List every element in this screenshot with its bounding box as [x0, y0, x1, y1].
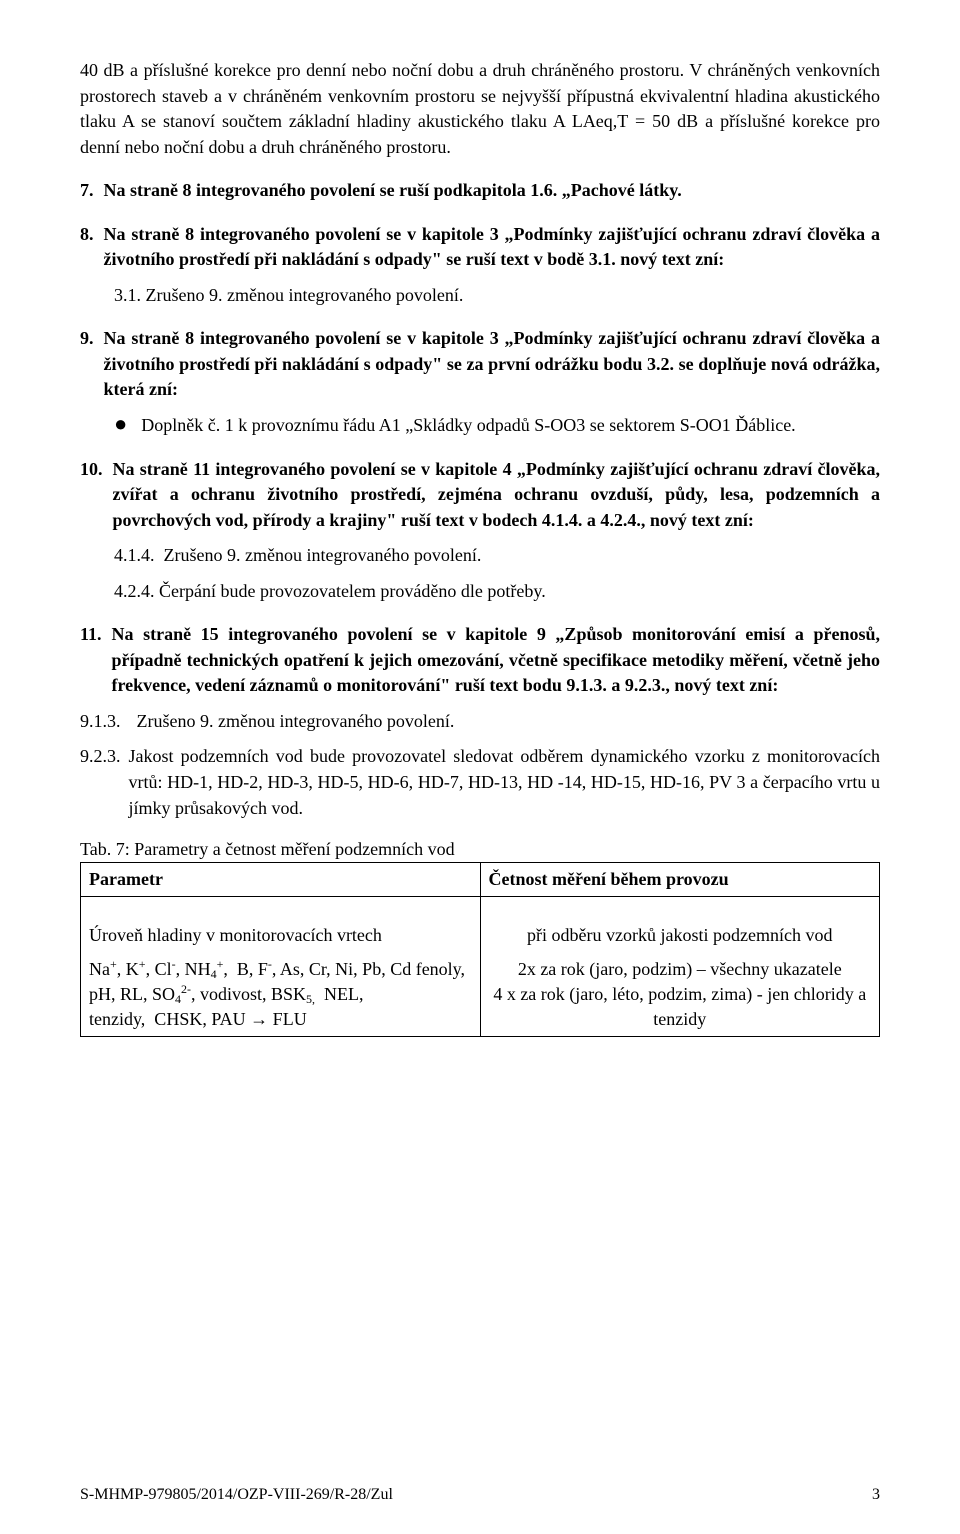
item-8-sub-num: 3.1.	[114, 285, 141, 305]
item-11-sub-1: 9.1.3. Zrušeno 9. změnou integrovaného p…	[80, 709, 880, 735]
item-10-sub-2: 4.2.4. Čerpání bude provozovatelem prová…	[114, 579, 880, 605]
item-10-number: 10.	[80, 457, 103, 483]
item-11-text: Na straně 15 integrovaného povolení se v…	[112, 622, 880, 699]
item-9: 9. Na straně 8 integrovaného povolení se…	[80, 326, 880, 438]
table-header-row: Parametr Četnost měření během provozu	[81, 863, 880, 897]
item-9-text: Na straně 8 integrovaného povolení se v …	[104, 326, 881, 403]
table-row-2: Na+, K+, Cl-, NH4+, B, F-, As, Cr, Ni, P…	[81, 953, 880, 1037]
table-row-1: Úroveň hladiny v monitorovacích vrtech p…	[81, 919, 880, 952]
table-r1-c1: Úroveň hladiny v monitorovacích vrtech	[81, 919, 481, 952]
item-10-sub2-num: 4.2.4.	[114, 581, 155, 601]
item-8-sub-text: Zrušeno 9. změnou integrovaného povolení…	[146, 285, 464, 305]
item-10-sub-1: 4.1.4. Zrušeno 9. změnou integrovaného p…	[114, 543, 880, 569]
table-r2-c2: 2x za rok (jaro, podzim) – všechny ukaza…	[480, 953, 880, 1037]
bullet-icon: ●	[114, 413, 127, 435]
table-spacer-row	[81, 897, 880, 920]
item-11: 11. Na straně 15 integrovaného povolení …	[80, 622, 880, 821]
item-7-number: 7.	[80, 178, 94, 204]
item-10: 10. Na straně 11 integrovaného povolení …	[80, 457, 880, 605]
item-8-text: Na straně 8 integrovaného povolení se v …	[104, 222, 881, 273]
item-8-number: 8.	[80, 222, 94, 248]
table-7: Parametr Četnost měření během provozu Úr…	[80, 862, 880, 1037]
item-10-text: Na straně 11 integrovaného povolení se v…	[113, 457, 881, 534]
item-10-sub2-text: Čerpání bude provozovatelem prováděno dl…	[159, 581, 546, 601]
footer-page-number: 3	[872, 1486, 880, 1504]
item-11-sub1-num: 9.1.3.	[80, 709, 121, 735]
item-11-sub2-num: 9.2.3.	[80, 744, 121, 821]
page-footer: S-MHMP-979805/2014/OZP-VIII-269/R-28/Zul…	[80, 1486, 880, 1504]
item-10-sub1-num: 4.1.4.	[114, 545, 155, 565]
table-col1-header: Parametr	[81, 863, 481, 897]
footer-left: S-MHMP-979805/2014/OZP-VIII-269/R-28/Zul	[80, 1486, 393, 1504]
table-col2-header: Četnost měření během provozu	[480, 863, 880, 897]
item-10-sub1-text: Zrušeno 9. změnou integrovaného povolení…	[164, 545, 482, 565]
item-11-sub1-text: Zrušeno 9. změnou integrovaného povolení…	[137, 709, 881, 735]
item-9-number: 9.	[80, 326, 94, 352]
table-r1-c2: při odběru vzorků jakosti podzemních vod	[480, 919, 880, 952]
item-11-number: 11.	[80, 622, 102, 648]
item-7-text: Na straně 8 integrovaného povolení se ru…	[104, 178, 881, 204]
item-11-sub-2: 9.2.3. Jakost podzemních vod bude provoz…	[80, 744, 880, 821]
item-9-bullet: ● Doplněk č. 1 k provoznímu řádu A1 „Skl…	[114, 413, 880, 439]
table-r2-c2-line1: 2x za rok (jaro, podzim) – všechny ukaza…	[518, 959, 842, 979]
item-8-sub: 3.1. Zrušeno 9. změnou integrovaného pov…	[114, 283, 880, 309]
document-page: 40 dB a příslušné korekce pro denní nebo…	[0, 0, 960, 1534]
table-r2-c2-line2: 4 x za rok (jaro, léto, podzim, zima) - …	[493, 984, 866, 1029]
table-r2-c1: Na+, K+, Cl-, NH4+, B, F-, As, Cr, Ni, P…	[81, 953, 481, 1037]
table-7-caption: Tab. 7: Parametry a četnost měření podze…	[80, 839, 880, 860]
intro-paragraph: 40 dB a příslušné korekce pro denní nebo…	[80, 58, 880, 160]
item-8: 8. Na straně 8 integrovaného povolení se…	[80, 222, 880, 309]
item-9-bullet-text: Doplněk č. 1 k provoznímu řádu A1 „Sklád…	[141, 413, 880, 439]
item-7: 7. Na straně 8 integrovaného povolení se…	[80, 178, 880, 204]
item-11-sub2-text: Jakost podzemních vod bude provozovatel …	[129, 744, 881, 821]
